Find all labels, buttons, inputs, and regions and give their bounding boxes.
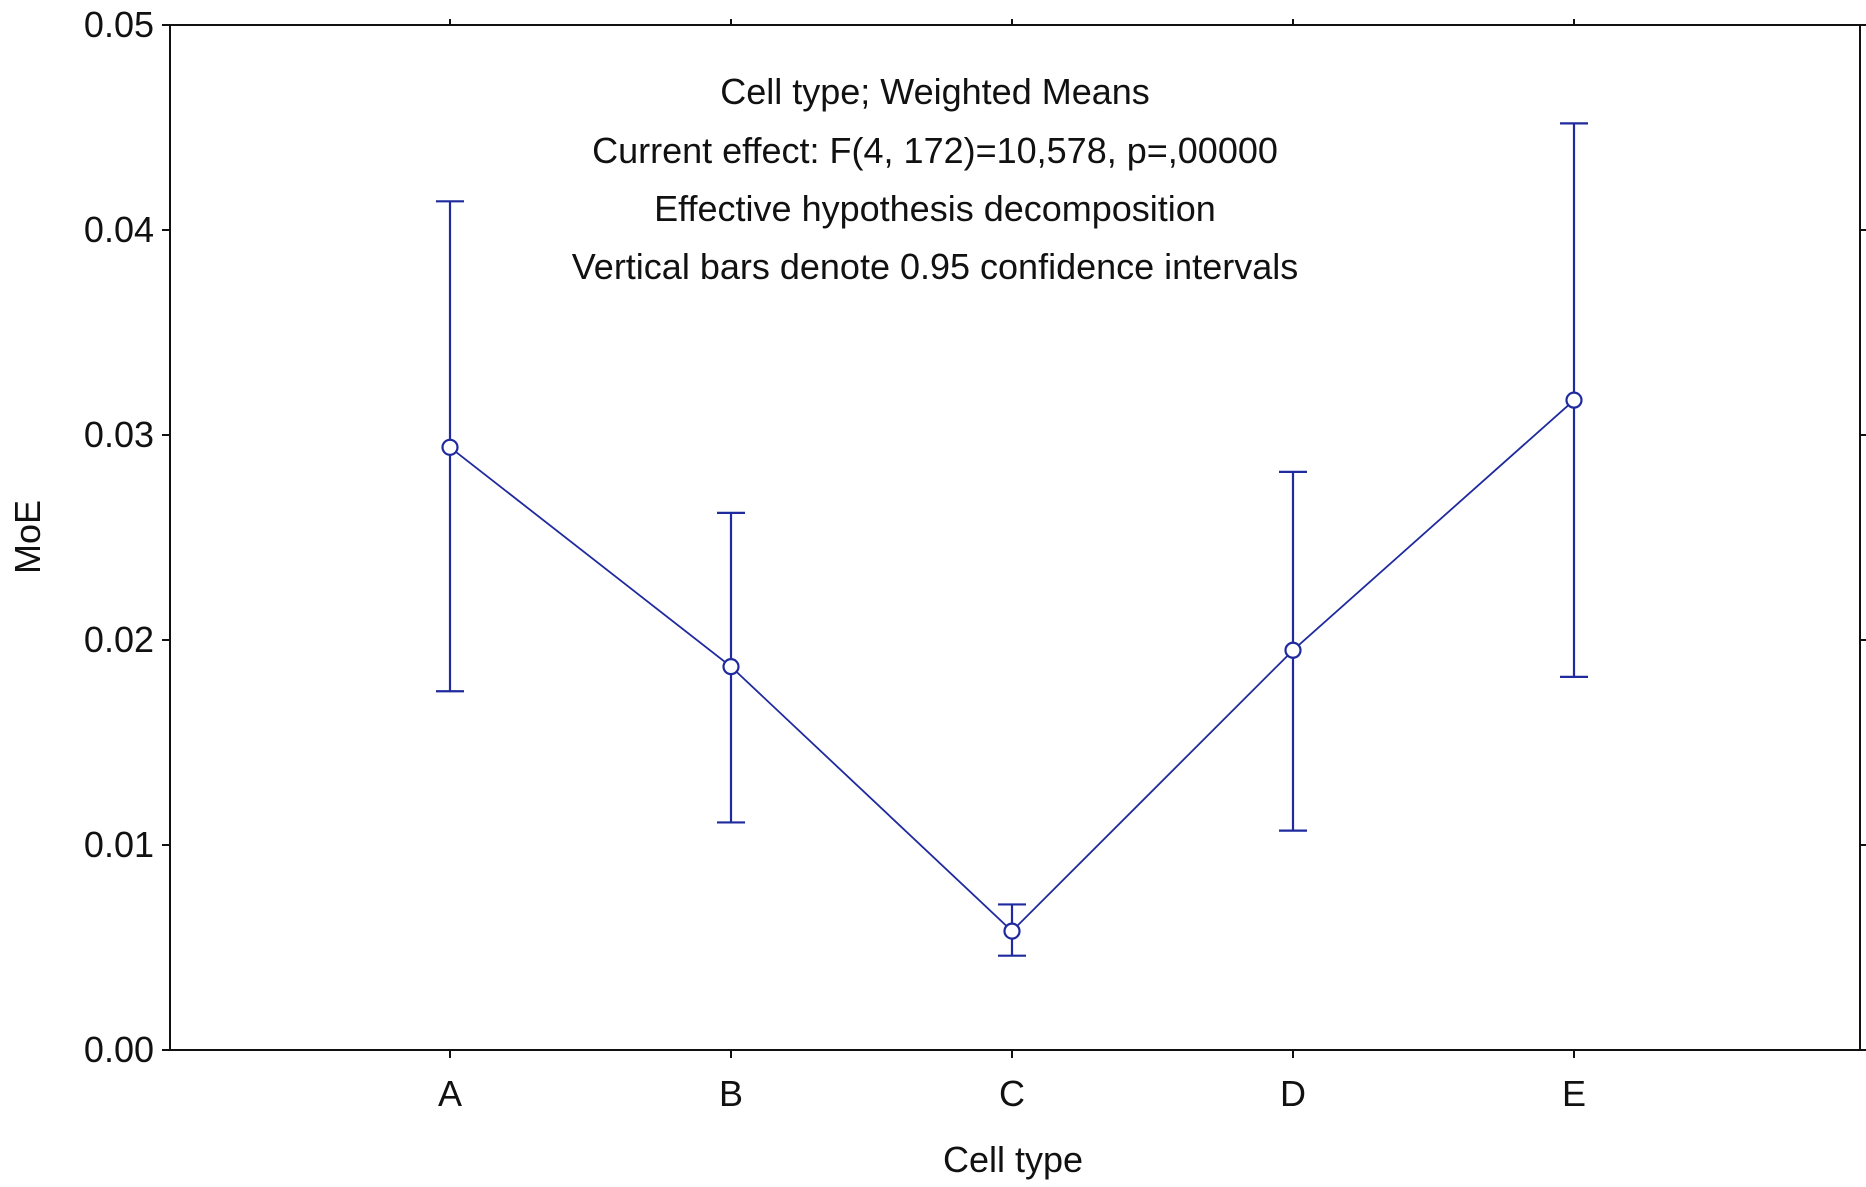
x-tick-label-d: D bbox=[1280, 1073, 1306, 1114]
point-d bbox=[1284, 641, 1302, 659]
y-axis: 0.00 0.01 0.02 0.03 0.04 0.05 bbox=[84, 4, 1866, 1070]
point-e bbox=[1565, 391, 1583, 409]
point-a bbox=[441, 438, 459, 456]
annotation-block: Cell type; Weighted Means Current effect… bbox=[572, 71, 1298, 287]
y-axis-title: MoE bbox=[7, 500, 48, 574]
annotation-line-3: Effective hypothesis decomposition bbox=[654, 188, 1216, 229]
point-b bbox=[722, 658, 740, 676]
annotation-line-4: Vertical bars denote 0.95 confidence int… bbox=[572, 246, 1298, 287]
x-axis-title: Cell type bbox=[943, 1139, 1083, 1180]
y-tick-label: 0.00 bbox=[84, 1029, 154, 1070]
y-tick-label: 0.01 bbox=[84, 824, 154, 865]
annotation-line-2: Current effect: F(4, 172)=10,578, p=,000… bbox=[592, 130, 1278, 171]
x-tick-label-e: E bbox=[1562, 1073, 1586, 1114]
series-moe bbox=[436, 122, 1588, 957]
series-line bbox=[449, 399, 1575, 933]
x-tick-label-c: C bbox=[999, 1073, 1025, 1114]
y-tick-label: 0.04 bbox=[84, 209, 154, 250]
y-tick-label: 0.03 bbox=[84, 414, 154, 455]
y-tick-label: 0.05 bbox=[84, 4, 154, 45]
y-tick-label: 0.02 bbox=[84, 619, 154, 660]
x-tick-label-a: A bbox=[438, 1073, 462, 1114]
x-axis: A B C D E bbox=[438, 19, 1586, 1114]
x-tick-label-b: B bbox=[719, 1073, 743, 1114]
annotation-line-1: Cell type; Weighted Means bbox=[720, 71, 1150, 112]
point-c bbox=[1003, 922, 1021, 940]
plot-frame bbox=[169, 24, 1861, 1051]
